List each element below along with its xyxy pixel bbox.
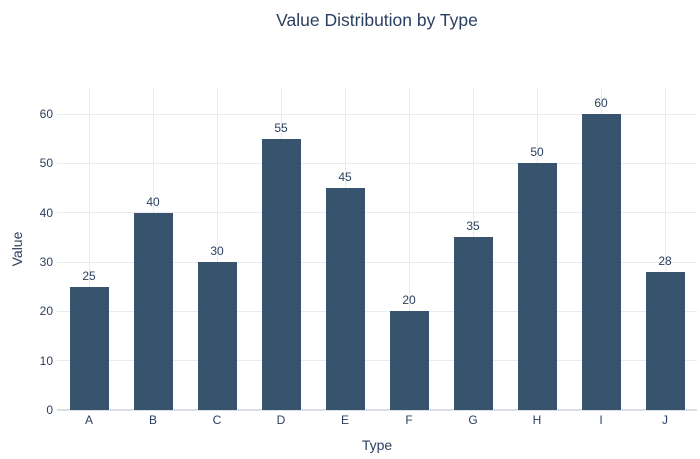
bar-C[interactable] xyxy=(197,262,237,410)
x-axis-title: Type xyxy=(361,437,393,453)
h-gridline xyxy=(57,162,697,164)
bar-value-label: 40 xyxy=(146,194,160,209)
v-gridline xyxy=(88,88,90,410)
y-tick-label: 30 xyxy=(39,255,53,270)
y-tick-label: 10 xyxy=(39,353,53,368)
bar-A[interactable] xyxy=(69,286,109,410)
bar-value-label: 45 xyxy=(338,170,352,185)
bar-value-label: 35 xyxy=(466,219,480,234)
h-gridline xyxy=(57,360,697,362)
h-gridline xyxy=(57,310,697,312)
v-gridline xyxy=(408,88,410,410)
h-gridline xyxy=(57,261,697,263)
bar-E[interactable] xyxy=(325,188,365,410)
bar-I[interactable] xyxy=(581,114,621,410)
x-tick-label: A xyxy=(84,413,93,427)
bar-F[interactable] xyxy=(389,311,429,410)
bar-value-label: 20 xyxy=(402,293,416,308)
bar-J[interactable] xyxy=(645,271,685,410)
x-tick-label: G xyxy=(468,413,478,427)
x-tick-label: D xyxy=(276,413,286,427)
bar-value-label: 28 xyxy=(658,253,672,268)
chart-title: Value Distribution by Type xyxy=(276,10,478,30)
x-tick-label: B xyxy=(148,413,157,427)
h-gridline xyxy=(57,212,697,214)
y-tick-label: 60 xyxy=(39,107,53,122)
x-tick-label: E xyxy=(340,413,349,427)
bar-D[interactable] xyxy=(261,138,301,410)
bar-value-label: 30 xyxy=(210,244,224,259)
y-tick-label: 0 xyxy=(46,403,53,417)
x-tick-label: C xyxy=(212,413,222,427)
x-tick-label: F xyxy=(405,413,413,427)
x-tick-label: I xyxy=(599,413,603,427)
h-gridline xyxy=(57,113,697,115)
bar-value-label: 60 xyxy=(594,96,608,111)
y-tick-labels: 0 10 20 30 40 50 60 xyxy=(0,0,53,459)
y-tick-label: 20 xyxy=(39,304,53,319)
bar-value-label: 50 xyxy=(530,145,544,160)
x-tick-label: H xyxy=(532,413,542,427)
plot-area: 25 40 30 55 45 20 35 50 60 28 xyxy=(57,88,697,411)
bar-G[interactable] xyxy=(453,237,493,410)
x-axis-zero-line xyxy=(57,409,697,411)
y-tick-label: 40 xyxy=(39,205,53,220)
bar-H[interactable] xyxy=(517,163,557,410)
bar-B[interactable] xyxy=(133,212,173,410)
v-gridline xyxy=(216,88,218,410)
bar-value-label: 55 xyxy=(274,120,288,135)
v-gridline xyxy=(664,88,666,410)
bar-value-label: 25 xyxy=(82,268,96,283)
x-tick-label: J xyxy=(662,413,668,427)
y-tick-label: 50 xyxy=(39,156,53,171)
